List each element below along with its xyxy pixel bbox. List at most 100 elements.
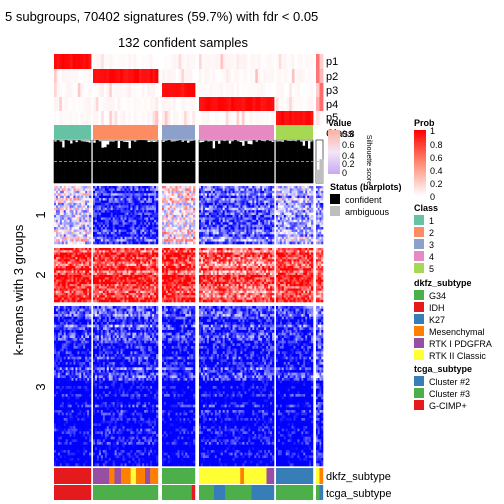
heatmap-cell xyxy=(234,236,237,240)
heatmap-cell xyxy=(307,190,310,194)
heatmap-cell xyxy=(75,266,78,269)
heatmap-cell xyxy=(69,259,72,262)
heatmap-cell xyxy=(316,217,319,221)
heatmap-cell xyxy=(144,229,147,233)
heatmap-cell xyxy=(173,257,176,260)
prob-cell-p4 xyxy=(155,97,159,111)
heatmap-cell xyxy=(55,212,59,216)
heatmap-cell xyxy=(299,250,302,253)
prob-cell-p5 xyxy=(220,111,224,125)
heatmap-cell xyxy=(126,193,129,196)
prob-cell-p5 xyxy=(101,111,105,125)
heatmap-cell xyxy=(204,205,208,209)
heatmap-cell xyxy=(150,229,153,233)
heatmap-cell xyxy=(289,248,292,251)
heatmap-cell xyxy=(79,222,82,225)
heatmap-cell xyxy=(270,190,273,194)
heatmap-cell xyxy=(206,215,210,218)
heatmap-cell xyxy=(154,224,157,228)
heatmap-cell xyxy=(244,268,247,271)
heatmap-cell xyxy=(55,263,59,267)
heatmap-cell xyxy=(136,210,139,213)
heatmap-cell xyxy=(83,215,86,218)
heatmap-cell xyxy=(226,236,229,240)
heatmap-cell xyxy=(59,259,63,262)
silhouette-bar xyxy=(85,141,89,183)
heatmap-cell xyxy=(79,224,82,228)
heatmap-cell xyxy=(228,186,231,189)
heatmap-cell xyxy=(165,202,169,206)
heatmap-cell xyxy=(110,239,113,242)
heatmap-cell xyxy=(248,190,251,194)
heatmap-cell xyxy=(140,259,143,262)
heatmap-cell xyxy=(79,217,82,221)
heatmap-cell xyxy=(177,202,180,206)
heatmap-cell xyxy=(287,250,290,253)
heatmap-cell xyxy=(96,215,100,218)
heatmap-cell xyxy=(319,200,322,204)
heatmap-cell xyxy=(272,239,275,242)
heatmap-cell xyxy=(276,188,279,192)
heatmap-cell xyxy=(262,195,265,199)
heatmap-cell xyxy=(220,227,223,230)
heatmap-cell xyxy=(277,210,281,213)
heatmap-cell xyxy=(212,227,216,230)
heatmap-cell xyxy=(266,188,269,192)
heatmap-cell xyxy=(291,210,294,213)
heatmap-cell xyxy=(69,222,72,225)
heatmap-cell xyxy=(140,236,143,240)
heatmap-cell xyxy=(128,188,131,192)
heatmap-cell xyxy=(264,186,267,189)
heatmap-cell xyxy=(204,263,208,267)
prob-cell-p2 xyxy=(155,69,159,83)
heatmap-cell xyxy=(175,257,178,260)
heatmap-cell xyxy=(319,236,322,240)
heatmap-cell xyxy=(148,231,151,235)
heatmap-cell xyxy=(214,241,218,245)
heatmap-cell xyxy=(216,198,220,201)
heatmap-cell xyxy=(100,193,104,196)
heatmap-cell xyxy=(54,222,57,225)
heatmap-cell xyxy=(71,188,74,192)
heatmap-cell xyxy=(124,205,127,209)
heatmap-cell xyxy=(224,207,227,211)
prob-cell-p4 xyxy=(133,97,137,111)
heatmap-cell xyxy=(54,231,57,235)
heatmap-cell xyxy=(177,222,180,225)
heatmap-cell xyxy=(252,234,255,238)
class-cell-1 xyxy=(54,125,91,139)
heatmap-cell xyxy=(189,193,192,196)
silhouette-bar xyxy=(305,141,309,183)
heatmap-cell xyxy=(256,227,259,230)
heatmap-cell xyxy=(132,252,135,256)
heatmap-cell xyxy=(69,236,72,240)
heatmap-cell xyxy=(230,210,233,213)
heatmap-cell xyxy=(250,268,253,271)
heatmap-cell xyxy=(54,266,57,269)
heatmap-cell xyxy=(152,217,155,221)
heatmap-cell xyxy=(63,231,66,235)
heatmap-cell xyxy=(244,210,247,213)
heatmap-cell xyxy=(187,227,190,230)
heatmap-cell xyxy=(281,266,285,269)
heatmap-cell xyxy=(165,239,169,242)
heatmap-cell xyxy=(156,215,159,218)
heatmap-cell xyxy=(268,215,271,218)
heatmap-cell xyxy=(293,248,296,251)
heatmap-cell xyxy=(132,239,135,242)
prob-cell-p2 xyxy=(93,69,97,83)
heatmap-cell xyxy=(262,250,265,253)
prob-cell-p5 xyxy=(212,111,216,125)
heatmap-cell xyxy=(216,212,220,216)
heatmap-cell xyxy=(319,266,322,269)
heatmap-cell xyxy=(250,188,253,192)
heatmap-cell xyxy=(134,219,137,223)
heatmap-cell xyxy=(244,219,247,223)
heatmap-cell xyxy=(138,229,141,233)
heatmap-cell xyxy=(283,236,287,240)
heatmap-cell xyxy=(85,234,88,238)
heatmap-cell xyxy=(244,222,247,225)
heatmap-cell xyxy=(175,234,178,238)
heatmap-cell xyxy=(295,236,298,240)
heatmap-cell xyxy=(177,195,180,199)
